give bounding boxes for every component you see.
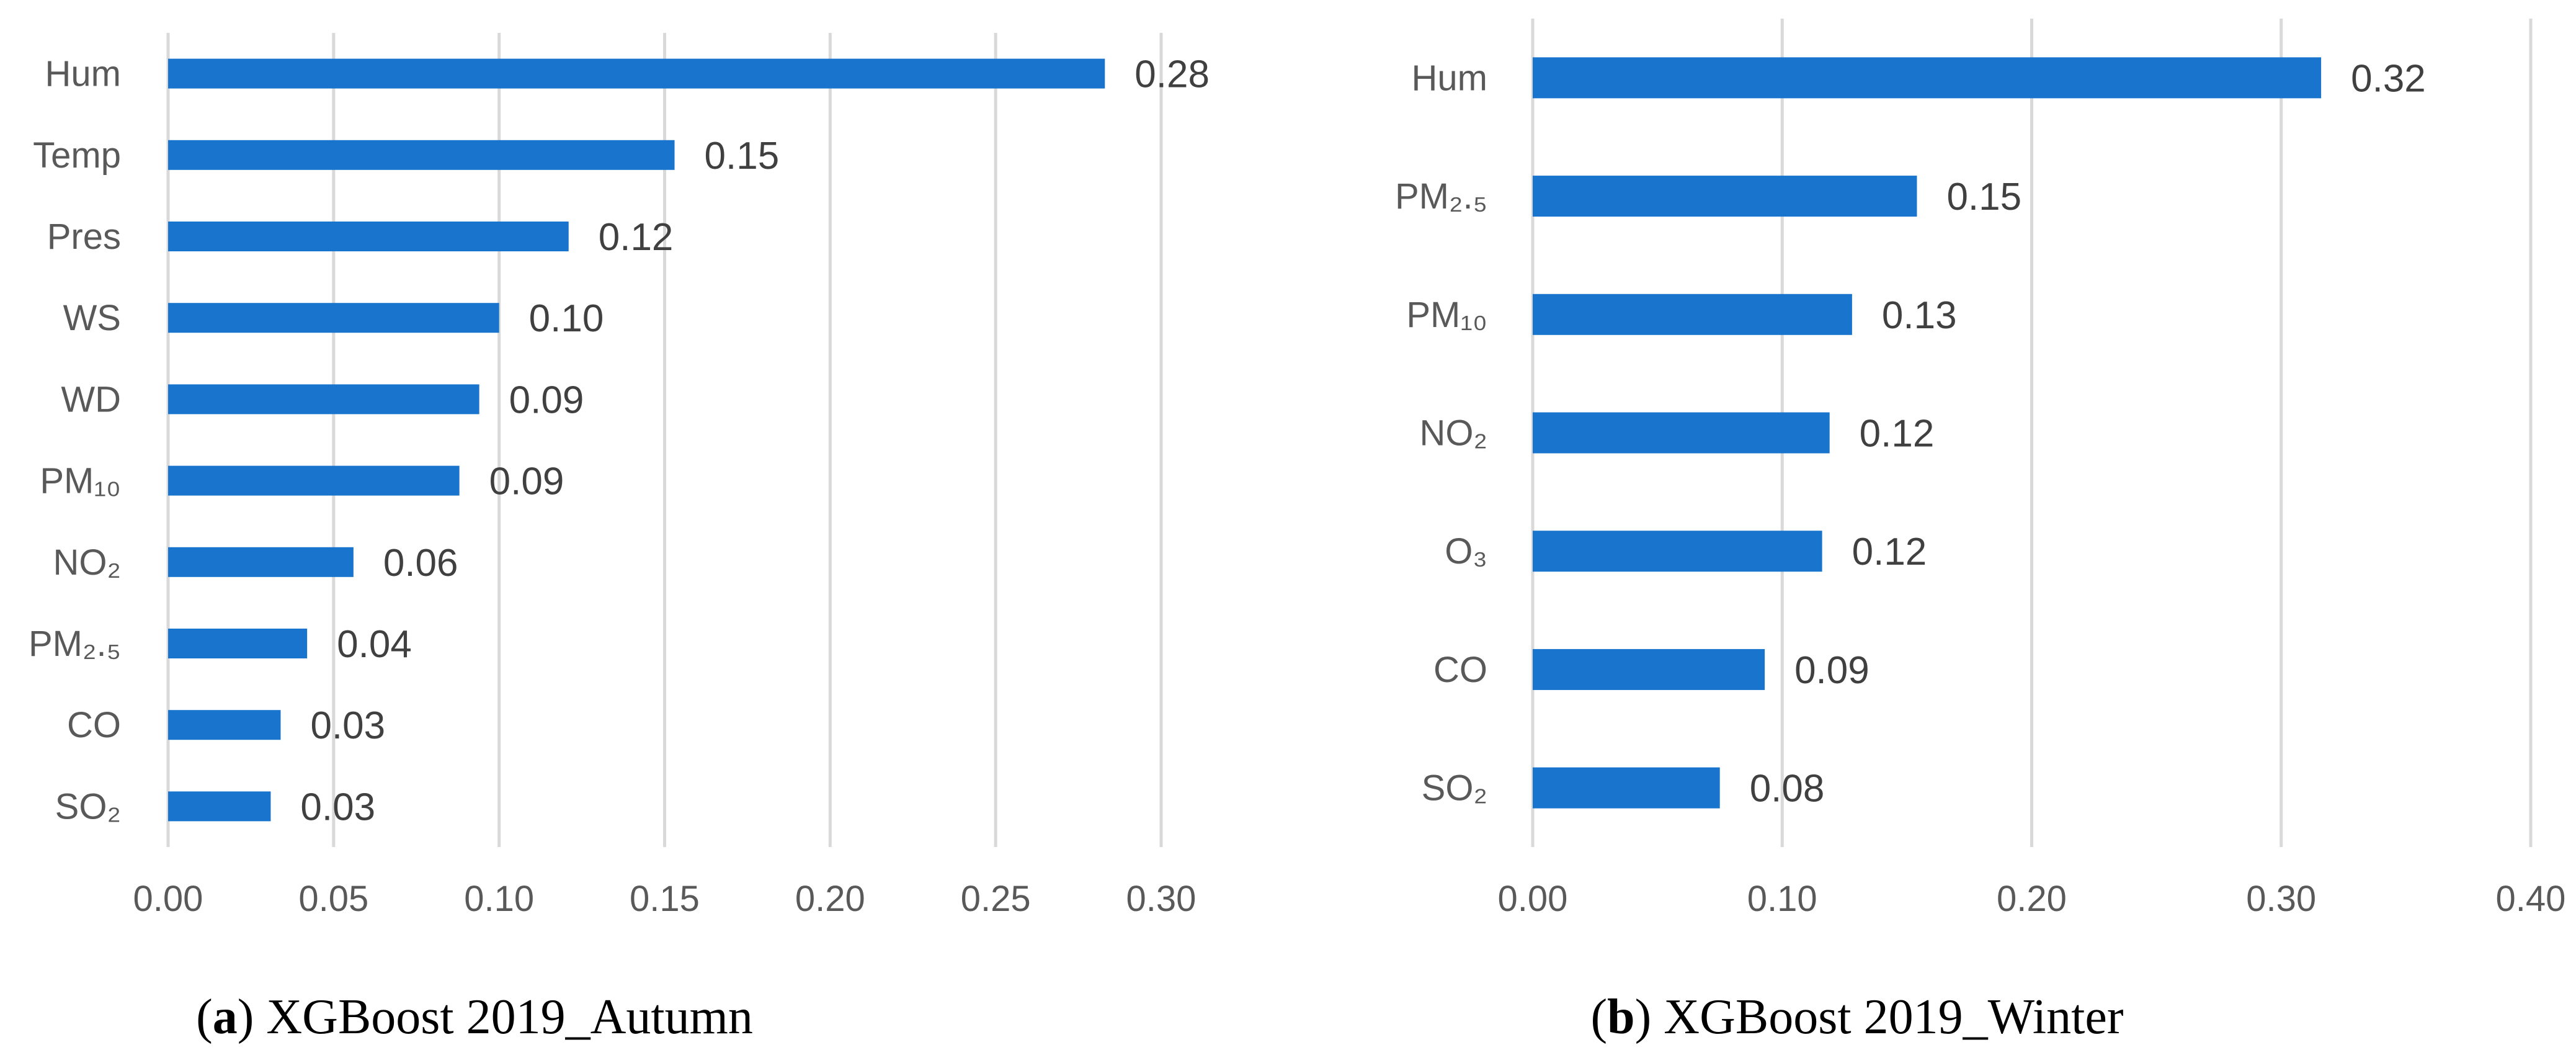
category-label: Pres: [47, 217, 121, 257]
bar: [168, 791, 271, 822]
x-tick-label: 0.30: [2246, 879, 2316, 919]
bar: [168, 140, 675, 170]
x-tick-label: 0.15: [630, 879, 700, 919]
chart-autumn: 0.00 0.05 0.10 0.15 0.20 0.25 0.30 Hum 0.28 Temp 0…: [29, 33, 1210, 919]
bar: [168, 384, 479, 415]
bar: [1533, 648, 1765, 690]
value-label: 0.09: [1794, 649, 1870, 692]
x-tick-label: 0.20: [1997, 879, 2067, 919]
category-label: SO₂: [1422, 768, 1487, 809]
value-label: 0.03: [300, 786, 375, 828]
bar: [168, 222, 569, 251]
value-label: 0.12: [1852, 531, 1927, 573]
category-label: PM₁₀: [1406, 295, 1487, 335]
value-label: 0.09: [509, 379, 584, 421]
category-label: NO₂: [1419, 413, 1487, 454]
category-label: CO: [67, 705, 121, 745]
category-label: PM₂.₅: [29, 624, 121, 664]
value-label: 0.13: [1882, 294, 1957, 337]
bar: [168, 303, 499, 333]
bar: [1533, 176, 1917, 217]
value-label: 0.15: [1946, 176, 2021, 218]
category-label: CO: [1433, 650, 1487, 690]
x-tick-label: 0.20: [795, 879, 865, 919]
category-label: SO₂: [55, 786, 121, 827]
value-label: 0.03: [310, 704, 385, 747]
value-label: 0.12: [599, 216, 674, 259]
value-label: 0.09: [489, 460, 564, 503]
category-label: PM₂.₅: [1395, 176, 1487, 217]
x-tick-label: 0.40: [2496, 879, 2566, 919]
category-label: WD: [61, 379, 121, 419]
value-label: 0.12: [1860, 413, 1935, 455]
x-tick-label: 0.00: [1498, 879, 1568, 919]
x-tick-label: 0.30: [1126, 879, 1197, 919]
value-label: 0.28: [1134, 53, 1210, 96]
bar: [1533, 294, 1852, 335]
bar: [1533, 57, 2322, 99]
value-label: 0.32: [2351, 57, 2426, 100]
bar: [168, 629, 308, 658]
value-label: 0.08: [1750, 768, 1825, 810]
value-label: 0.04: [337, 623, 412, 666]
bar: [1533, 767, 1720, 809]
category-label: PM₁₀: [40, 461, 121, 501]
value-label: 0.15: [705, 135, 780, 177]
x-tick-label: 0.10: [1747, 879, 1817, 919]
category-label: NO₂: [53, 542, 121, 583]
bar: [168, 547, 354, 577]
bar: [168, 710, 281, 740]
chart-winter: 0.00 0.10 0.20 0.30 0.40 Hum 0.32 PM₂.₅ 0.15 PM₁₀…: [1395, 19, 2565, 919]
category-label: Temp: [33, 135, 121, 176]
bar: [168, 58, 1105, 89]
value-label: 0.06: [383, 542, 458, 585]
category-label: O₃: [1445, 531, 1487, 572]
x-tick-label: 0.05: [298, 879, 368, 919]
bar: [1533, 412, 1830, 454]
value-label: 0.10: [529, 297, 604, 340]
category-label: Hum: [45, 54, 121, 94]
bar: [168, 465, 460, 496]
x-tick-label: 0.25: [961, 879, 1031, 919]
bar: [1533, 531, 1822, 572]
caption-winter: (b) XGBoost 2019_Winter: [1591, 990, 2124, 1044]
caption-autumn: (a) XGBoost 2019_Autumn: [196, 990, 753, 1044]
category-label: Hum: [1412, 58, 1487, 98]
x-tick-label: 0.10: [464, 879, 534, 919]
category-label: WS: [63, 298, 121, 338]
x-tick-label: 0.00: [133, 879, 203, 919]
